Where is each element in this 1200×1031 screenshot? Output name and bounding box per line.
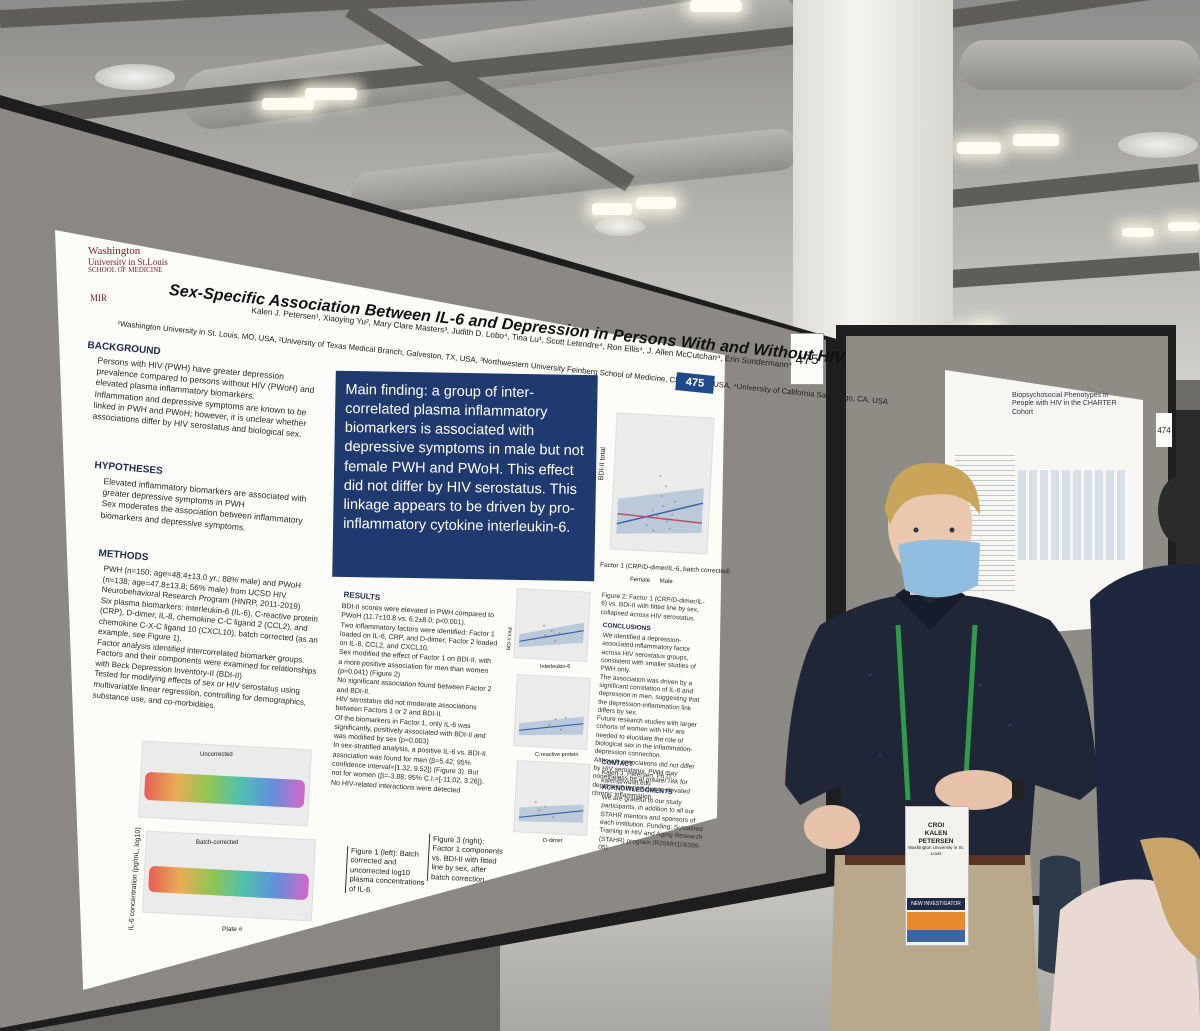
- badge-text: CROI KALEN PETERSEN Washington Universit…: [907, 822, 965, 856]
- bullet: The association was driven by a signific…: [597, 673, 700, 717]
- figure1-scatter: [144, 772, 305, 808]
- pillar: [793, 0, 953, 380]
- figure3-xlabel: D-dimer: [543, 838, 563, 844]
- university-logo: Washington University in St.Louis SCHOOL…: [88, 245, 168, 274]
- ceiling-light: [957, 142, 1001, 154]
- figure2-plot: [609, 412, 715, 555]
- acknowledgments-text: We are grateful to our study participant…: [598, 794, 703, 852]
- figure1-uncorrected-plot: [138, 740, 312, 827]
- methods-text: PWH (n=150; age=48.4±13.0 yr.; 88% male)…: [92, 564, 325, 720]
- badge-org: CROI: [927, 822, 945, 829]
- ceiling-light: [690, 0, 742, 12]
- figure1-scatter: [148, 866, 309, 900]
- neighbor-poster-figure: [1018, 470, 1128, 560]
- figure1-bottom-label: Batch-corrected: [196, 840, 239, 846]
- booth-number-tag: 474: [1156, 413, 1172, 447]
- results-text: BDI-II scores were elevated in PWH compa…: [331, 602, 500, 797]
- legend-female: Female: [629, 576, 651, 584]
- figure1-corrected-plot: [141, 830, 317, 922]
- ceiling-light: [305, 88, 357, 100]
- ceiling-duct: [960, 40, 1200, 90]
- logo-line: Washington: [88, 245, 141, 257]
- booth-number-tag: 475: [790, 333, 824, 385]
- figure3-xlabel: Interleukin-6: [540, 664, 571, 670]
- poster-number-badge: 475: [675, 372, 715, 394]
- figure3-panel-crp: [513, 674, 591, 750]
- ceiling-light: [592, 203, 632, 215]
- ceiling-light: [1013, 134, 1059, 146]
- main-finding-box: Main finding: a group of inter-correlate…: [332, 370, 598, 582]
- figure3-scatter: [518, 716, 584, 736]
- logo-line: SCHOOL OF MEDICINE: [88, 265, 163, 274]
- badge-banner: NEW INVESTIGATOR: [907, 898, 965, 910]
- bullet: We identified a depression-associated in…: [600, 632, 697, 675]
- neighbor-poster-title: Biopsychosocial Phenotypes in People wit…: [1012, 392, 1117, 416]
- figure3-scatter: [518, 622, 585, 648]
- figure3-xlabel: C-reactive protein: [535, 752, 579, 758]
- bullet: Future research studies with larger coho…: [594, 714, 698, 760]
- background-person: [1090, 476, 1200, 890]
- ceiling-light: [636, 197, 676, 209]
- figure3-scatter: [518, 801, 584, 823]
- figure3-caption: Figure 3 (right): Factor 1 components vs…: [426, 833, 508, 885]
- figure3-panel-ddimer: [513, 760, 591, 836]
- figure1-caption: Figure 1 (left): Batch corrected and unc…: [344, 845, 428, 897]
- legend-male: Male: [659, 578, 673, 586]
- logo-line: University in St.Louis: [88, 256, 168, 267]
- foreground-person: [1050, 837, 1200, 1031]
- badge-ribbon: [907, 930, 965, 942]
- figure2-scatter: [616, 474, 704, 534]
- ceiling-light: [1122, 228, 1154, 237]
- smoke-detector: [1118, 132, 1198, 158]
- figure1-top-label: Uncorrected: [200, 752, 233, 758]
- badge-ribbon: [907, 912, 965, 930]
- smoke-detector: [595, 218, 645, 236]
- figure3-panel-il6: [513, 588, 591, 662]
- badge-affiliation: Washington University in St. Louis: [907, 845, 965, 856]
- smoke-detector: [95, 64, 175, 90]
- ceiling-light: [262, 98, 314, 110]
- mir-logo: MIR: [90, 293, 108, 303]
- ceiling-light: [1168, 222, 1200, 231]
- figure1-xlabel: Plate #: [222, 926, 243, 933]
- badge-name: KALEN PETERSEN: [918, 829, 954, 845]
